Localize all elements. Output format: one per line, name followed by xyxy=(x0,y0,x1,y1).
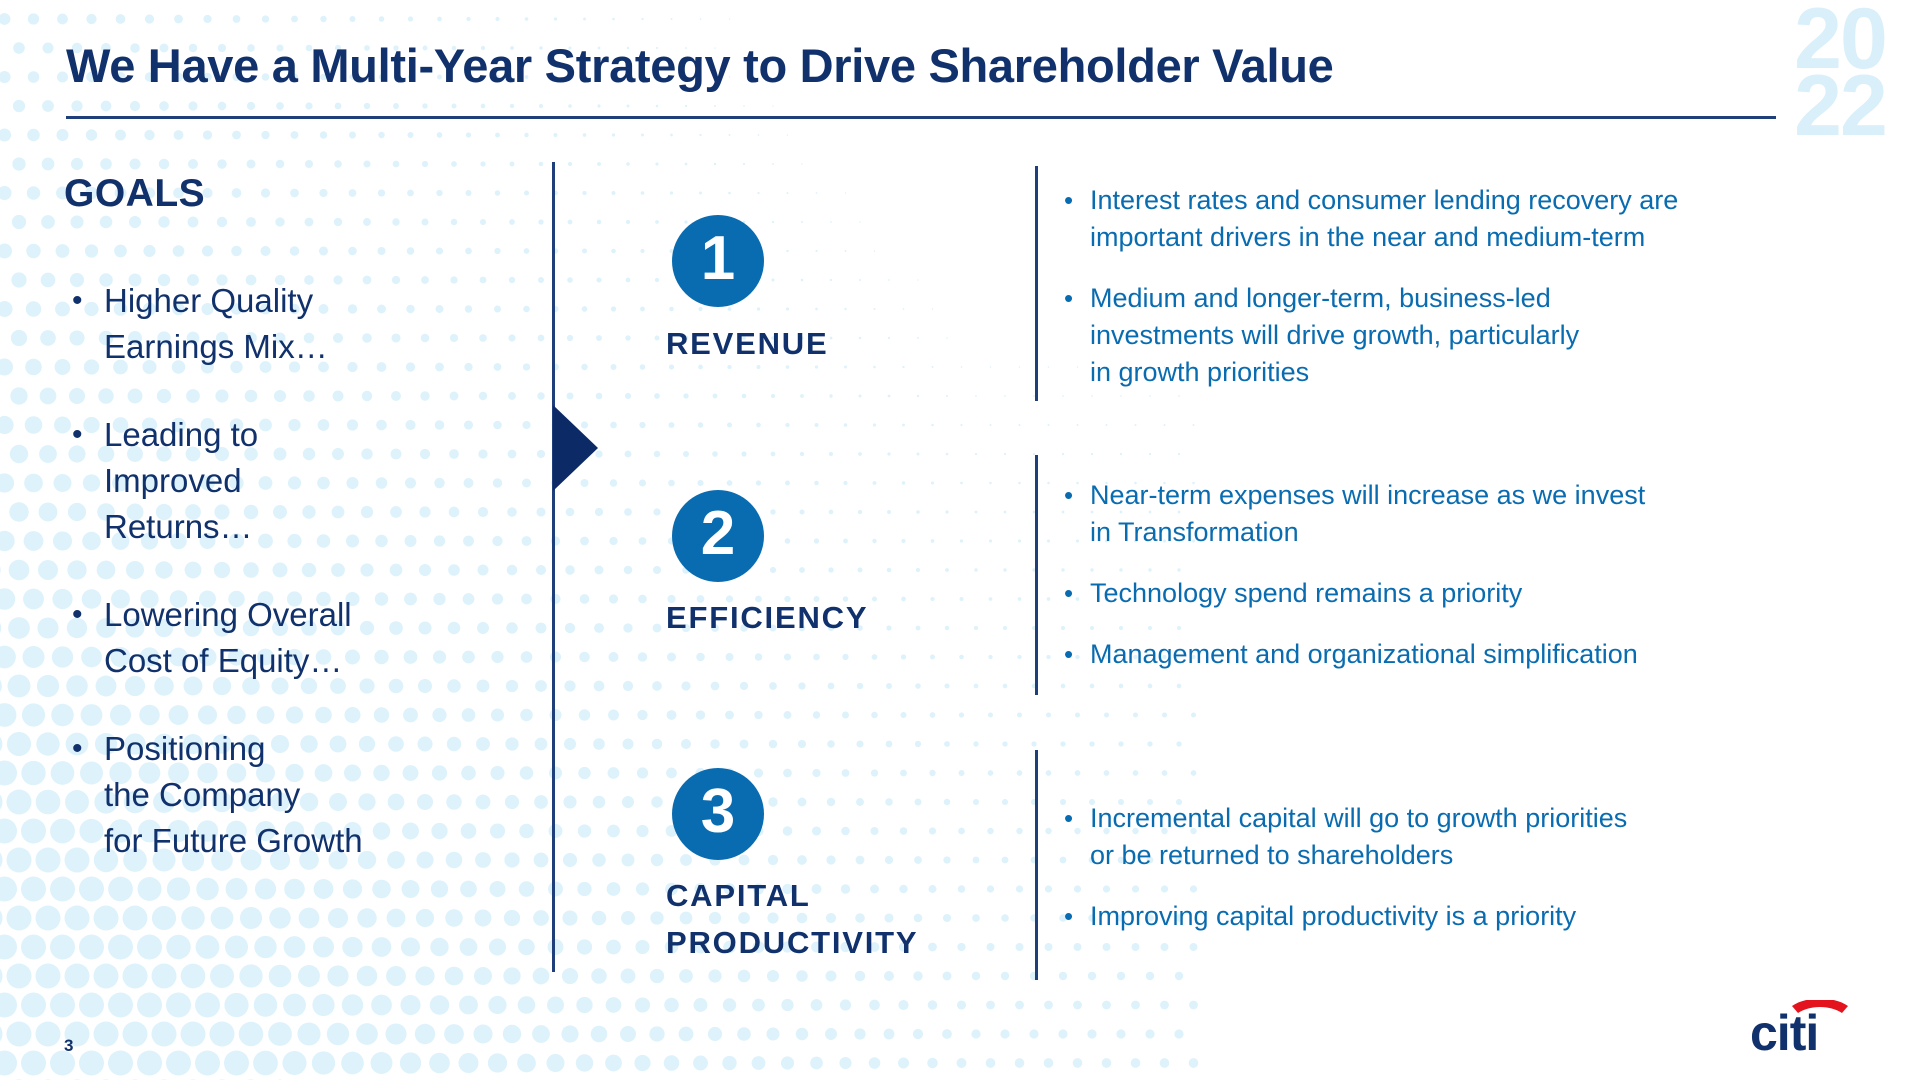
bullet-text: Incremental capital will go to growth pr… xyxy=(1090,803,1628,870)
goal-item: • Leading to Improved Returns… xyxy=(72,412,492,550)
goal-text: Leading to Improved Returns… xyxy=(104,416,259,545)
bullet-dot-icon: • xyxy=(1064,283,1074,313)
bullet-text: Medium and longer-term, business-led inv… xyxy=(1090,283,1580,387)
pillar-bullet-list: • Interest rates and consumer lending rec… xyxy=(1064,182,1864,415)
pillar-bullet-item: • Improving capital productivity is a pri… xyxy=(1064,898,1864,935)
goal-bullet-icon: • xyxy=(72,418,83,451)
goal-item: • Higher Quality Earnings Mix… xyxy=(72,278,492,370)
pillar-vertical-divider xyxy=(1035,455,1038,695)
bullet-text: Interest rates and consumer lending reco… xyxy=(1090,185,1679,252)
bullet-dot-icon: • xyxy=(1064,901,1074,931)
goal-bullet-icon: • xyxy=(72,598,83,631)
citi-logo-mark: citi xyxy=(1750,998,1848,1061)
left-vertical-divider xyxy=(552,162,555,972)
bullet-dot-icon: • xyxy=(1064,639,1074,669)
pillar-number: 1 xyxy=(700,224,736,293)
pillar-vertical-divider xyxy=(1035,750,1038,980)
pillar-bullet-item: • Interest rates and consumer lending rec… xyxy=(1064,182,1864,256)
bullet-dot-icon: • xyxy=(1064,185,1074,215)
pillar-number-badge: 3 xyxy=(672,768,764,860)
goal-text: Positioning the Company for Future Growt… xyxy=(104,730,363,859)
pillar-bullet-item: • Technology spend remains a priority xyxy=(1064,575,1864,612)
goals-list: • Higher Quality Earnings Mix… • Leading to… xyxy=(72,278,492,906)
goal-bullet-icon: • xyxy=(72,732,83,765)
bullet-text: Technology spend remains a priority xyxy=(1090,578,1523,608)
pillar-label: REVENUE xyxy=(666,326,829,361)
pillar-bullet-item: • Management and organizational simplific… xyxy=(1064,636,1864,673)
pillar-bullet-item: • Medium and longer-term, business-led in… xyxy=(1064,280,1864,391)
pillar-bullet-list: • Incremental capital will go to growth p… xyxy=(1064,800,1864,959)
bullet-dot-icon: • xyxy=(1064,480,1074,510)
year-watermark: 20 22 xyxy=(1770,0,1910,155)
page-number: 3 xyxy=(64,1036,74,1055)
bullet-dot-icon: • xyxy=(1064,803,1074,833)
pillar-bullet-item: • Near-term expenses will increase as we … xyxy=(1064,477,1864,551)
pillar-label: EFFICIENCY xyxy=(666,600,869,635)
pillar-number-badge: 2 xyxy=(672,490,764,582)
page-title: We Have a Multi-Year Strategy to Drive S… xyxy=(66,39,1334,92)
watermark-bottom-line: 22 xyxy=(1794,58,1888,155)
citi-logo: citi xyxy=(1748,998,1878,1061)
pillar-number: 3 xyxy=(700,777,736,846)
goal-text: Higher Quality Earnings Mix… xyxy=(104,282,328,365)
pillar-vertical-divider xyxy=(1035,166,1038,401)
pillar-label: CAPITAL PRODUCTIVITY xyxy=(666,878,919,960)
title-underline-rule xyxy=(66,116,1776,119)
goal-item: • Positioning the Company for Future Grow… xyxy=(72,726,492,864)
pillar-bullet-list: • Near-term expenses will increase as we … xyxy=(1064,477,1864,697)
bullet-dot-icon: • xyxy=(1064,578,1074,608)
svg-text:citi: citi xyxy=(1750,1005,1818,1058)
pillar-number-badge: 1 xyxy=(672,215,764,307)
bullet-text: Near-term expenses will increase as we i… xyxy=(1090,480,1646,547)
pillar-bullet-item: • Incremental capital will go to growth p… xyxy=(1064,800,1864,874)
pillar-number: 2 xyxy=(700,499,736,568)
goal-text: Lowering Overall Cost of Equity… xyxy=(104,596,352,679)
bullet-text: Improving capital productivity is a prio… xyxy=(1090,901,1577,931)
goal-bullet-icon: • xyxy=(72,284,83,317)
right-pointing-arrow-icon xyxy=(553,405,598,491)
goal-item: • Lowering Overall Cost of Equity… xyxy=(72,592,492,684)
goals-heading: GOALS xyxy=(64,172,206,215)
watermark-top-line: 20 xyxy=(1794,0,1888,87)
bullet-text: Management and organizational simplifica… xyxy=(1090,639,1638,669)
